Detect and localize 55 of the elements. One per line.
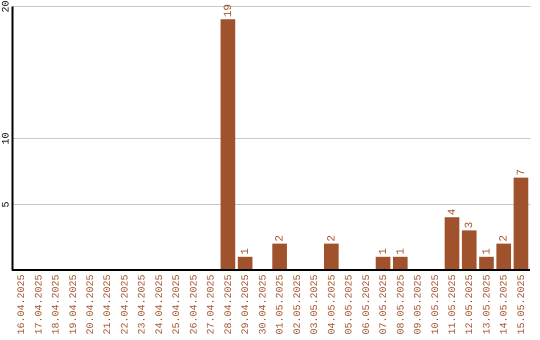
x-tick-label: 08.05.2025 [396,274,408,335]
data-label: 7 [516,168,528,176]
x-tick-label: 29.04.2025 [241,274,252,335]
x-tick-label: 09.05.2025 [414,274,425,335]
x-tick-label: 11.05.2025 [448,274,459,335]
bar [238,256,252,270]
x-tick-label: 06.05.2025 [362,274,373,335]
x-tick-label: 21.04.2025 [103,274,114,335]
y-tick-label: 10 [2,132,12,145]
x-tick-label: 25.04.2025 [172,274,184,335]
data-label: 2 [326,234,338,242]
x-tick-label: 02.05.2025 [292,274,304,335]
x-tick-label: 30.04.2025 [258,274,270,335]
x-tick-label: 07.05.2025 [379,274,390,335]
data-label: 1 [395,248,408,255]
x-tick-label: 15.05.2025 [516,274,528,335]
bar [376,256,390,270]
data-label: 1 [240,248,252,255]
x-tick-label: 28.04.2025 [224,274,235,335]
bar [324,244,339,270]
x-tick-label: 27.04.2025 [206,274,218,335]
x-tick-label: 04.05.2025 [327,274,338,335]
x-tick-label: 18.04.2025 [52,274,63,335]
x-tick-label: 22.04.2025 [120,274,132,335]
data-label: 2 [274,234,287,242]
bar [462,230,477,270]
data-label: 4 [447,208,459,216]
bar [514,178,528,270]
x-tick-label: 24.04.2025 [154,274,166,335]
bar [272,244,287,270]
data-label: 3 [464,222,476,228]
bar [220,19,236,270]
x-tick-label: 23.04.2025 [138,274,149,335]
x-tick-label: 01.05.2025 [276,274,287,335]
data-label: 19 [222,4,235,18]
x-tick-label: 12.05.2025 [465,274,476,335]
x-tick-label: 26.04.2025 [189,274,200,335]
bar [479,256,494,270]
bar [444,217,460,270]
x-tick-label: 10.05.2025 [430,274,442,335]
data-label: 1 [481,248,494,255]
x-tick-label: 19.04.2025 [68,274,80,335]
x-tick-label: 13.05.2025 [482,274,494,335]
x-tick-label: 03.05.2025 [310,274,322,335]
data-label: 1 [378,248,390,255]
x-tick-label: 20.04.2025 [86,274,97,335]
bar [392,256,408,270]
bar [496,244,512,270]
x-tick-label: 14.05.2025 [500,274,511,335]
data-label: 2 [498,234,511,242]
x-tick-label: 16.04.2025 [17,274,28,335]
x-tick-label: 05.05.2025 [344,274,356,335]
y-tick-label: 5 [2,201,12,208]
x-tick-label: 17.04.2025 [34,274,46,335]
y-tick-label: 20 [2,0,12,13]
